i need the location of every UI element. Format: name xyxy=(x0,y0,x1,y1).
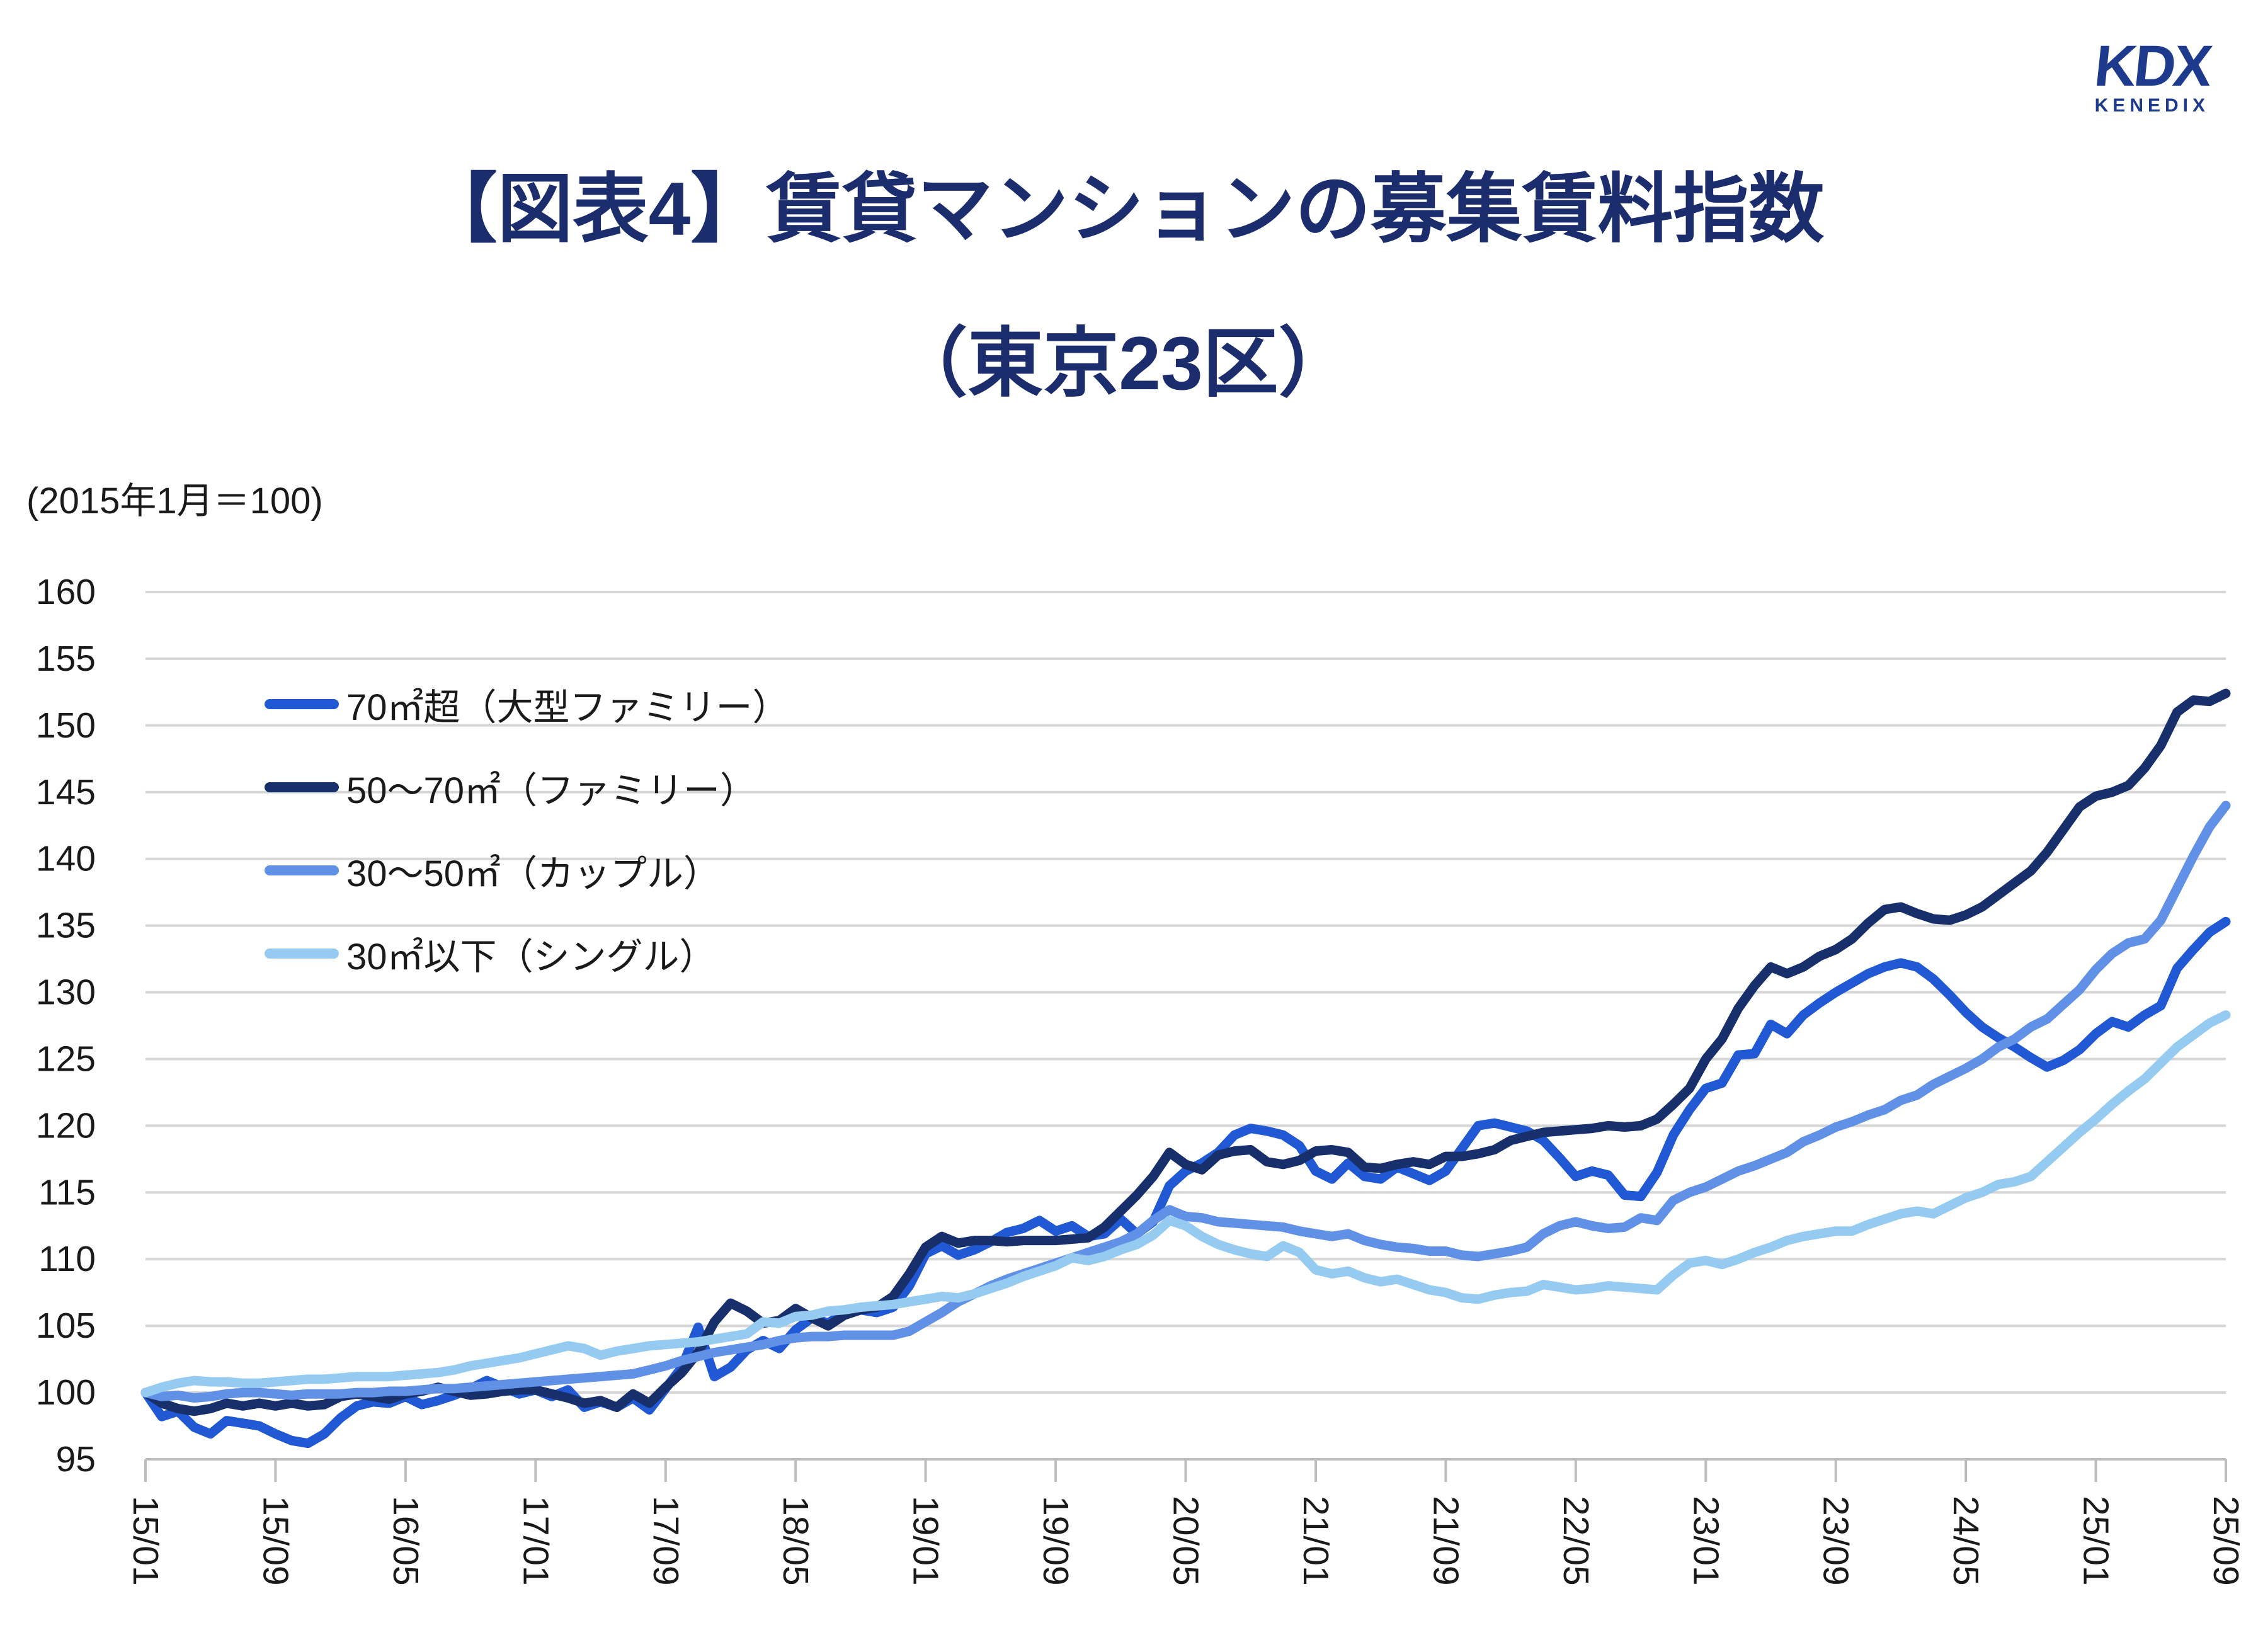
legend-item-under-30: 30㎡以下（シングル） xyxy=(265,930,789,977)
legend-label-under-30: 30㎡以下（シングル） xyxy=(346,937,716,977)
kdx-logo-text: KDX xyxy=(2091,34,2213,98)
x-axis-label-21/01: 21/01 xyxy=(1296,1496,1336,1586)
index-base-note: (2015年1月＝100) xyxy=(26,481,323,521)
legend-label-over-70: 70㎡超（大型ファミリー） xyxy=(346,687,789,728)
kenedix-logo-subtext: KENEDIX xyxy=(2094,95,2209,117)
y-axis-label-115: 115 xyxy=(38,1172,96,1212)
series-line-under-30 xyxy=(140,1010,2231,1398)
x-axis-label-23/01: 23/01 xyxy=(1685,1496,1726,1586)
x-axis-label-16/05: 16/05 xyxy=(385,1496,426,1586)
x-axis-label-22/05: 22/05 xyxy=(1556,1496,1596,1586)
y-axis-label-160: 160 xyxy=(36,572,96,612)
x-axis-label-21/09: 21/09 xyxy=(1425,1496,1466,1586)
y-axis-label-100: 100 xyxy=(36,1372,96,1413)
y-axis-label-105: 105 xyxy=(36,1306,96,1346)
legend-item-30-50: 30〜50㎡（カップル） xyxy=(265,846,789,894)
series-line-30-50 xyxy=(140,800,2231,1403)
y-axis-label-110: 110 xyxy=(38,1239,96,1279)
y-axis-label-150: 150 xyxy=(36,705,96,746)
legend-swatch-under-30 xyxy=(265,948,339,959)
x-axis-label-17/09: 17/09 xyxy=(646,1496,686,1586)
legend-item-50-70: 50〜70㎡（ファミリー） xyxy=(265,763,789,811)
chart-title: 【図表4】賃貸マンションの募集賃料指数 （東京23区） xyxy=(0,132,2246,441)
y-axis-label-130: 130 xyxy=(36,972,96,1013)
legend-swatch-30-50 xyxy=(265,865,339,875)
chart-title-line2: （東京23区） xyxy=(892,321,1354,406)
legend-swatch-50-70 xyxy=(265,782,339,792)
x-axis-label-24/05: 24/05 xyxy=(1946,1496,1986,1586)
y-axis-label-145: 145 xyxy=(36,772,96,812)
x-axis-label-15/01: 15/01 xyxy=(125,1496,166,1586)
legend-swatch-over-70 xyxy=(265,699,339,709)
chart-title-line1: 【図表4】賃貸マンションの募集賃料指数 xyxy=(421,167,1825,251)
y-axis-label-140: 140 xyxy=(36,839,96,879)
x-axis-label-18/05: 18/05 xyxy=(775,1496,816,1586)
y-axis-label-125: 125 xyxy=(36,1039,96,1079)
legend-label-50-70: 50〜70㎡（ファミリー） xyxy=(346,770,757,811)
x-axis-label-17/01: 17/01 xyxy=(515,1496,556,1586)
y-axis-label-155: 155 xyxy=(36,639,96,679)
x-axis-label-19/09: 19/09 xyxy=(1035,1496,1076,1586)
y-axis-label-120: 120 xyxy=(36,1105,96,1146)
y-axis-label-135: 135 xyxy=(36,906,96,946)
x-axis-label-25/01: 25/01 xyxy=(2076,1496,2116,1586)
x-axis-label-15/09: 15/09 xyxy=(255,1496,295,1586)
legend: 70㎡超（大型ファミリー） 50〜70㎡（ファミリー） 30〜50㎡（カップル） 30… xyxy=(265,680,789,1013)
series-line-50-70 xyxy=(140,688,2231,1416)
legend-label-30-50: 30〜50㎡（カップル） xyxy=(346,853,721,894)
kdx-logo: KDX KENEDIX xyxy=(2091,34,2213,117)
y-axis-label-95: 95 xyxy=(56,1439,96,1479)
x-axis-label-23/09: 23/09 xyxy=(1816,1496,1856,1586)
x-axis-label-25/09: 25/09 xyxy=(2206,1496,2246,1586)
legend-item-over-70: 70㎡超（大型ファミリー） xyxy=(265,680,789,728)
x-axis-label-20/05: 20/05 xyxy=(1166,1496,1206,1586)
x-axis-label-19/01: 19/01 xyxy=(906,1496,946,1586)
